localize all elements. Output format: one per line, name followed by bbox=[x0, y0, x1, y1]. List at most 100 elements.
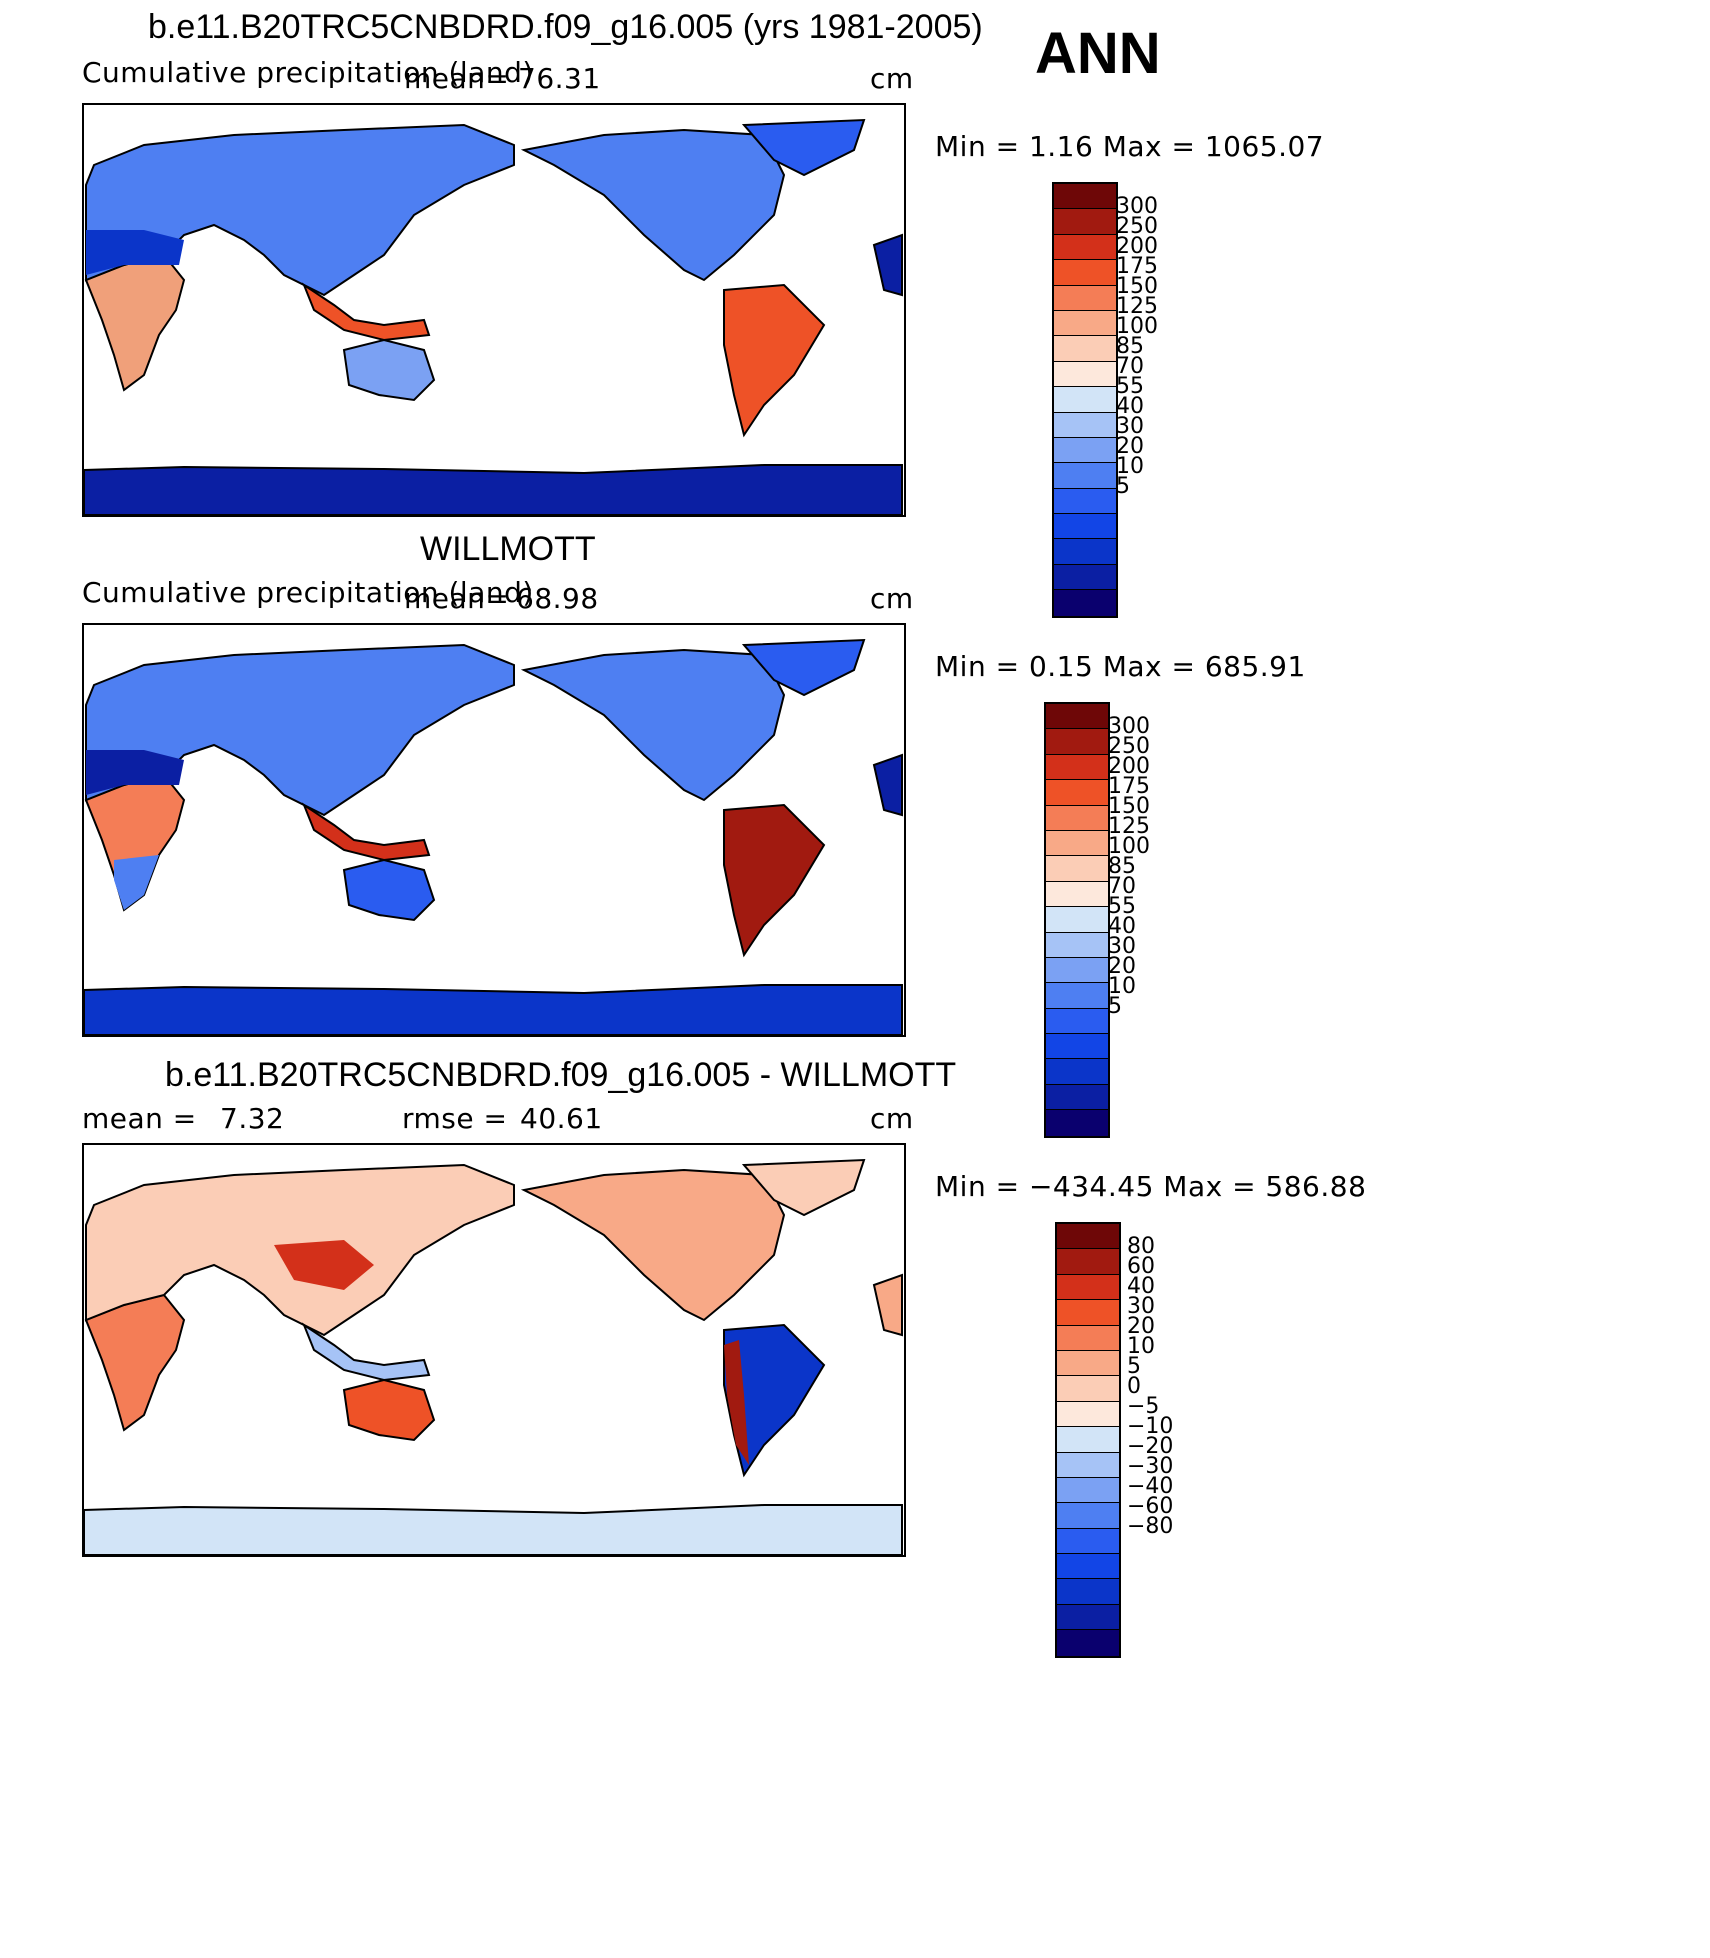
colorbar-swatch bbox=[1057, 1477, 1119, 1504]
colorbar-label: 5 bbox=[1127, 1354, 1141, 1379]
colorbar-swatch bbox=[1046, 1110, 1108, 1136]
colorbar-label: 80 bbox=[1127, 1234, 1155, 1259]
colorbar-swatch bbox=[1057, 1350, 1119, 1377]
landmass-north-america bbox=[520, 128, 786, 282]
panel3-colorbar-swatches bbox=[1055, 1222, 1121, 1658]
colorbar-swatch bbox=[1054, 361, 1116, 388]
panel2-title: WILLMOTT bbox=[420, 530, 596, 568]
landmass-south-america-andes bbox=[724, 1340, 749, 1465]
colorbar-swatch bbox=[1046, 1059, 1108, 1085]
colorbar-label: −40 bbox=[1127, 1474, 1174, 1499]
landmass-greenland bbox=[741, 1158, 866, 1217]
landmass-tibet bbox=[274, 1240, 374, 1290]
colorbar-label: 40 bbox=[1108, 914, 1136, 939]
colorbar-label: 30 bbox=[1116, 414, 1144, 439]
colorbar-label: −60 bbox=[1127, 1494, 1174, 1519]
colorbar-swatch bbox=[1046, 932, 1108, 958]
colorbar-swatch bbox=[1057, 1630, 1119, 1656]
colorbar-label: 70 bbox=[1108, 874, 1136, 899]
colorbar-label: 200 bbox=[1108, 754, 1150, 779]
colorbar-label: 20 bbox=[1127, 1314, 1155, 1339]
landmass-right-edge bbox=[872, 753, 903, 817]
colorbar-swatch bbox=[1057, 1579, 1119, 1605]
colorbar-swatch bbox=[1054, 514, 1116, 540]
panel2-map-svg bbox=[84, 638, 903, 1035]
colorbar-swatch bbox=[1057, 1427, 1119, 1453]
colorbar-swatch bbox=[1057, 1376, 1119, 1402]
panel3-map bbox=[82, 1143, 906, 1557]
colorbar-swatch bbox=[1054, 539, 1116, 565]
colorbar-label: 5 bbox=[1116, 474, 1130, 499]
colorbar-label: 70 bbox=[1116, 354, 1144, 379]
colorbar-label: 10 bbox=[1127, 1334, 1155, 1359]
panel1-title: b.e11.B20TRC5CNBDRD.f09_g16.005 (yrs 198… bbox=[148, 8, 983, 46]
panel3-rmse-value: 40.61 bbox=[520, 1102, 603, 1135]
colorbar-swatch bbox=[1046, 729, 1108, 755]
panel2-mean-value: 68.98 bbox=[516, 582, 599, 615]
panel2-variable-label: Cumulative precipitation (land) bbox=[82, 576, 534, 609]
colorbar-swatch bbox=[1054, 184, 1116, 210]
panel1-minmax: Min = 1.16 Max = 1065.07 bbox=[935, 130, 1325, 163]
panel3-mean-label: mean = bbox=[82, 1102, 197, 1135]
landmass-greenland bbox=[741, 638, 866, 697]
colorbar-swatch bbox=[1057, 1274, 1119, 1301]
colorbar-swatch bbox=[1054, 310, 1116, 337]
landmass-antarctica bbox=[84, 1504, 903, 1555]
colorbar-swatch bbox=[1046, 805, 1108, 831]
colorbar-swatch bbox=[1057, 1401, 1119, 1428]
colorbar-swatch bbox=[1054, 336, 1116, 362]
colorbar-swatch bbox=[1054, 285, 1116, 311]
landmass-southeast-asia bbox=[301, 282, 431, 342]
panel1-mean-label: mean= bbox=[404, 62, 510, 95]
colorbar-swatch bbox=[1057, 1452, 1119, 1478]
colorbar-label: 250 bbox=[1108, 734, 1150, 759]
colorbar-swatch bbox=[1057, 1325, 1119, 1351]
panel1-map bbox=[82, 103, 906, 517]
colorbar-label: 0 bbox=[1127, 1374, 1141, 1399]
colorbar-label: −20 bbox=[1127, 1434, 1174, 1459]
colorbar-label: 20 bbox=[1108, 954, 1136, 979]
panel3-units: cm bbox=[870, 1102, 914, 1135]
landmass-africa-south bbox=[114, 855, 159, 910]
colorbar-swatch bbox=[1054, 463, 1116, 489]
colorbar-label: 300 bbox=[1116, 194, 1158, 219]
panel2-colorbar-swatches bbox=[1044, 702, 1110, 1138]
colorbar-label: 20 bbox=[1116, 434, 1144, 459]
colorbar-label: 10 bbox=[1108, 974, 1136, 999]
colorbar-label: 30 bbox=[1108, 934, 1136, 959]
colorbar-swatch bbox=[1046, 957, 1108, 984]
colorbar-label: 40 bbox=[1116, 394, 1144, 419]
colorbar-label: −5 bbox=[1127, 1394, 1160, 1419]
colorbar-swatch bbox=[1046, 1034, 1108, 1060]
colorbar-label: 85 bbox=[1116, 334, 1144, 359]
landmass-south-america bbox=[723, 803, 826, 958]
panel3-mean-value: 7.32 bbox=[220, 1102, 285, 1135]
colorbar-label: −80 bbox=[1127, 1514, 1174, 1539]
panel1-units: cm bbox=[870, 62, 914, 95]
landmass-right-edge bbox=[872, 233, 903, 297]
landmass-australia bbox=[342, 1378, 436, 1442]
colorbar-label: 100 bbox=[1116, 314, 1158, 339]
colorbar-label: 85 bbox=[1108, 854, 1136, 879]
colorbar-swatch bbox=[1054, 590, 1116, 616]
colorbar-label: 150 bbox=[1116, 274, 1158, 299]
panel2-map bbox=[82, 623, 906, 1037]
landmass-north-america bbox=[520, 648, 786, 802]
colorbar-label: 60 bbox=[1127, 1254, 1155, 1279]
colorbar-swatch bbox=[1054, 437, 1116, 464]
colorbar-label: 5 bbox=[1108, 994, 1122, 1019]
landmass-north-america bbox=[520, 1168, 786, 1322]
panel1-colorbar-swatches bbox=[1052, 182, 1118, 618]
colorbar-swatch bbox=[1057, 1224, 1119, 1250]
panel1-mean-value: 76.31 bbox=[518, 62, 601, 95]
colorbar-label: 125 bbox=[1108, 814, 1150, 839]
colorbar-label: 30 bbox=[1127, 1294, 1155, 1319]
colorbar-swatch bbox=[1054, 234, 1116, 261]
panel1-map-svg bbox=[84, 118, 903, 515]
colorbar-swatch bbox=[1054, 387, 1116, 413]
colorbar-label: 40 bbox=[1127, 1274, 1155, 1299]
panel2-mean-label: mean= bbox=[404, 582, 510, 615]
landmass-right-edge bbox=[872, 1273, 903, 1337]
colorbar-swatch bbox=[1057, 1503, 1119, 1529]
colorbar-label: 150 bbox=[1108, 794, 1150, 819]
